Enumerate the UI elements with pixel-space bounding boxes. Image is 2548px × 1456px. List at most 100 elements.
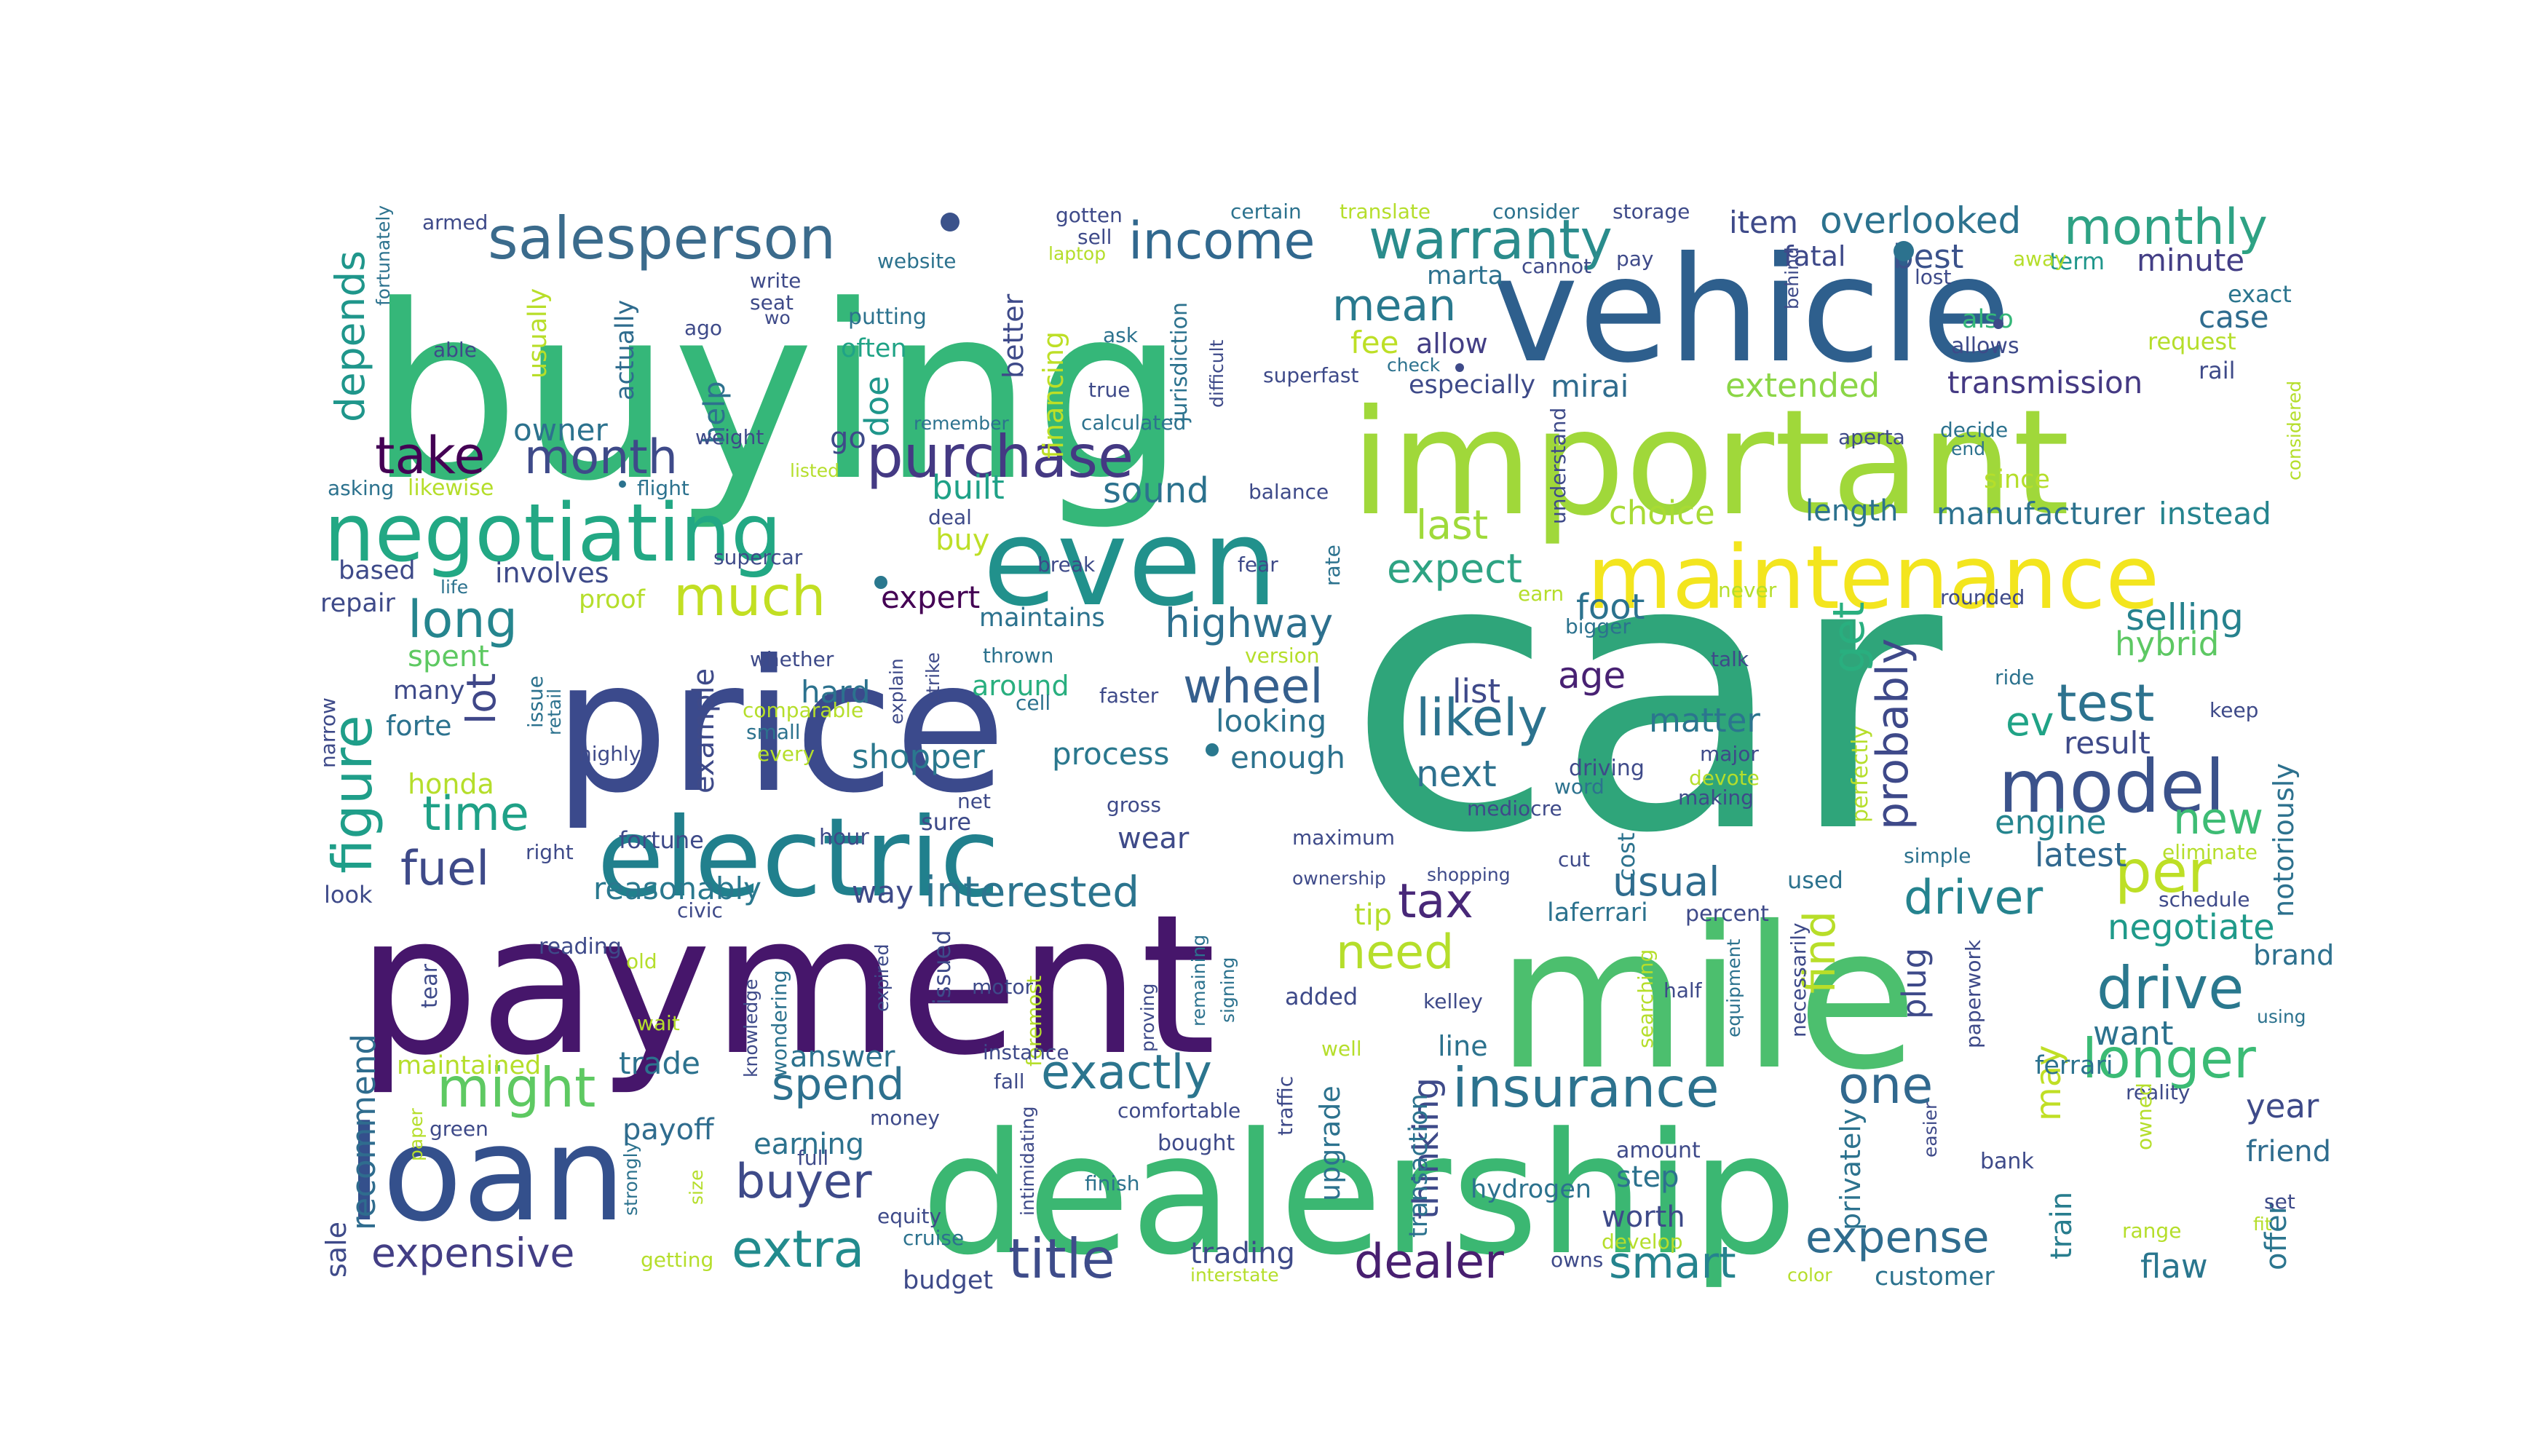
word-deal: deal bbox=[928, 505, 972, 529]
word-help: help bbox=[698, 381, 732, 444]
word-model: model bbox=[1998, 744, 2225, 829]
word-hour: hour bbox=[819, 825, 869, 850]
word-built: built bbox=[932, 468, 1005, 507]
word-example: example bbox=[687, 668, 721, 794]
word-buy: buy bbox=[935, 523, 989, 557]
word-last: last bbox=[1416, 502, 1488, 548]
word-schedule: schedule bbox=[2159, 887, 2250, 911]
word-trade: trade bbox=[619, 1045, 700, 1081]
word-budget: budget bbox=[903, 1266, 993, 1295]
word-list: list bbox=[1452, 672, 1500, 711]
word-tax: tax bbox=[1398, 874, 1473, 929]
word-sell: sell bbox=[1077, 225, 1112, 249]
word-usually: usually bbox=[523, 288, 553, 379]
word-plug: plug bbox=[1895, 948, 1934, 1019]
word-considered: considered bbox=[2284, 381, 2305, 480]
word-interstate: interstate bbox=[1190, 1265, 1279, 1286]
word-necessarily: necessarily bbox=[1787, 922, 1811, 1037]
word-process: process bbox=[1052, 736, 1169, 772]
word-fortunately: fortunately bbox=[373, 205, 394, 306]
word-offer: offer bbox=[2260, 1202, 2293, 1270]
word-able: able bbox=[433, 338, 477, 362]
word-difficult: difficult bbox=[1206, 339, 1227, 408]
word-based: based bbox=[339, 556, 416, 585]
word-strike: strike bbox=[922, 652, 943, 703]
word-trading: trading bbox=[1190, 1237, 1295, 1270]
word-expired: expired bbox=[871, 943, 893, 1012]
word-privately: privately bbox=[1835, 1109, 1867, 1230]
word-behind: behind bbox=[1781, 247, 1803, 309]
word-interested: interested bbox=[925, 867, 1139, 917]
word-step: step bbox=[1616, 1160, 1679, 1194]
word-test: test bbox=[2057, 673, 2154, 733]
word-sure: sure bbox=[921, 808, 971, 836]
word-getting: getting bbox=[641, 1248, 713, 1272]
word-keep: keep bbox=[2209, 698, 2258, 722]
word-mediocre: mediocre bbox=[1467, 796, 1562, 820]
word-enough: enough bbox=[1230, 740, 1345, 775]
word-maintains: maintains bbox=[979, 604, 1105, 633]
word-expense: expense bbox=[1805, 1212, 1990, 1263]
word-financing: financing bbox=[1037, 331, 1069, 459]
word-fall: fall bbox=[994, 1069, 1025, 1093]
dot-mark bbox=[1894, 241, 1914, 261]
word-ride: ride bbox=[1995, 665, 2034, 689]
word-calculated: calculated bbox=[1081, 411, 1186, 435]
word-green: green bbox=[430, 1117, 488, 1141]
word-maintenance: maintenance bbox=[1587, 528, 2159, 629]
word-armed: armed bbox=[422, 210, 488, 234]
word-gotten: gotten bbox=[1056, 203, 1123, 227]
word-issued: issued bbox=[928, 930, 956, 1005]
word-easier: easier bbox=[1920, 1101, 1941, 1158]
word-issue: issue bbox=[523, 676, 547, 728]
word-matter: matter bbox=[1649, 701, 1760, 740]
word-result: result bbox=[2064, 725, 2151, 761]
word-take: take bbox=[375, 426, 485, 486]
word-consider: consider bbox=[1492, 199, 1580, 223]
word-friend: friend bbox=[2246, 1135, 2331, 1168]
word-title: title bbox=[1008, 1227, 1115, 1291]
word-transmission: transmission bbox=[1947, 365, 2143, 400]
word-true: true bbox=[1088, 378, 1130, 402]
word-flaw: flaw bbox=[2140, 1247, 2208, 1286]
word-owner: owner bbox=[513, 412, 609, 448]
word-decide: decide bbox=[1940, 418, 2008, 442]
word-simple: simple bbox=[1904, 844, 1971, 868]
word-rail: rail bbox=[2199, 357, 2236, 384]
word-shopping: shopping bbox=[1427, 864, 1511, 885]
word-dealership: dealership bbox=[921, 1098, 1797, 1292]
word-instance: instance bbox=[983, 1040, 1069, 1064]
word-major: major bbox=[1700, 742, 1759, 766]
word-manufacturer: manufacturer bbox=[1936, 496, 2145, 531]
word-percent: percent bbox=[1685, 901, 1769, 927]
word-owns: owns bbox=[1551, 1248, 1603, 1272]
word-selling: selling bbox=[2126, 596, 2244, 638]
word-laptop: laptop bbox=[1048, 243, 1106, 264]
word-foot: foot bbox=[1576, 587, 1645, 628]
word-sale: sale bbox=[320, 1222, 352, 1278]
word-much: much bbox=[673, 564, 826, 628]
word-tip: tip bbox=[1354, 898, 1392, 932]
word-color: color bbox=[1787, 1265, 1832, 1286]
word-electric: electric bbox=[597, 795, 1000, 922]
word-hybrid: hybrid bbox=[2115, 625, 2219, 663]
word-half: half bbox=[1663, 978, 1703, 1002]
word-asking: asking bbox=[328, 476, 394, 500]
dot-mark bbox=[1993, 319, 2003, 329]
word-age: age bbox=[1558, 654, 1626, 697]
word-superfast: superfast bbox=[1263, 363, 1358, 387]
word-cost: cost bbox=[1613, 833, 1640, 881]
word-strongly: strongly bbox=[620, 1142, 641, 1216]
word-request: request bbox=[2148, 328, 2236, 355]
word-price: price bbox=[553, 621, 1006, 833]
word-item: item bbox=[1729, 205, 1798, 240]
word-signing: signing bbox=[1217, 957, 1238, 1023]
word-seat: seat bbox=[750, 290, 794, 314]
word-line: line bbox=[1438, 1030, 1488, 1062]
word-payment: payment bbox=[357, 874, 1216, 1098]
word-faster: faster bbox=[1099, 684, 1159, 708]
word-aperta: aperta bbox=[1838, 425, 1905, 449]
word-new: new bbox=[2173, 794, 2263, 844]
dot-mark bbox=[619, 480, 626, 488]
